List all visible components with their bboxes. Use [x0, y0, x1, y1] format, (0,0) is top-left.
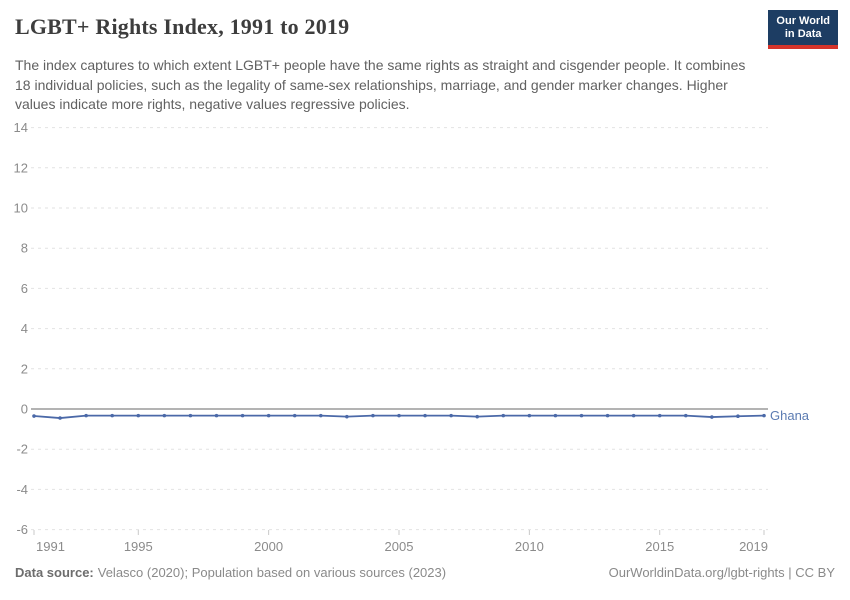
data-source-text: Velasco (2020); Population based on vari…	[97, 565, 447, 580]
data-point[interactable]	[449, 413, 453, 418]
data-point[interactable]	[762, 413, 766, 418]
y-axis-tick-label: 4	[21, 321, 28, 336]
x-axis-tick-label: 2000	[254, 539, 283, 554]
y-axis-tick-label: 14	[14, 120, 28, 135]
data-point[interactable]	[423, 413, 427, 418]
data-point[interactable]	[110, 413, 115, 418]
data-point[interactable]	[475, 414, 480, 419]
data-point[interactable]	[266, 413, 271, 418]
data-point[interactable]	[371, 413, 375, 418]
y-axis-tick-label: 12	[14, 160, 28, 175]
data-point[interactable]	[605, 413, 610, 418]
owid-logo-line2: in Data	[784, 28, 822, 40]
y-axis-tick-label: 10	[14, 201, 28, 216]
footer-license-link[interactable]: OurWorldinData.org/lgbt-rights | CC BY	[608, 565, 835, 580]
y-axis-tick-label: 2	[21, 361, 28, 376]
data-point[interactable]	[136, 413, 141, 418]
data-point[interactable]	[631, 413, 636, 418]
chart-footer: Data source: Velasco (2020); Population b…	[15, 565, 835, 580]
owid-logo-line1: Our World	[776, 15, 830, 27]
y-axis-tick-label: 0	[21, 402, 28, 417]
x-axis-tick-label: 2010	[515, 539, 544, 554]
data-point[interactable]	[318, 413, 323, 418]
data-point[interactable]	[162, 413, 167, 418]
data-point[interactable]	[657, 413, 662, 418]
x-axis-tick-label: 1995	[124, 539, 153, 554]
y-axis-tick-label: 8	[21, 241, 28, 256]
data-point[interactable]	[84, 413, 88, 418]
data-source: Data source: Velasco (2020); Population b…	[15, 565, 446, 580]
data-point[interactable]	[579, 413, 584, 418]
data-point[interactable]	[292, 413, 297, 418]
data-point[interactable]	[501, 413, 506, 418]
data-point[interactable]	[736, 414, 740, 419]
data-point[interactable]	[214, 413, 219, 418]
y-axis-tick-label: -2	[16, 442, 28, 457]
data-point[interactable]	[240, 413, 245, 418]
data-point[interactable]	[32, 414, 36, 418]
data-point[interactable]	[397, 413, 401, 418]
x-axis-tick-label: 2019	[739, 539, 768, 554]
x-axis-tick-label: 1991	[36, 539, 65, 554]
x-axis-tick-label: 2005	[385, 539, 414, 554]
data-point[interactable]	[58, 416, 62, 420]
y-axis-tick-label: -6	[16, 522, 28, 537]
data-source-label: Data source:	[15, 565, 94, 580]
chart-subtitle: The index captures to which extent LGBT+…	[15, 57, 746, 113]
y-axis-tick-label: 6	[21, 281, 28, 296]
page-title: LGBT+ Rights Index, 1991 to 2019	[15, 14, 350, 39]
y-axis-tick-label: -4	[16, 482, 28, 497]
x-axis-tick-label: 2015	[645, 539, 674, 554]
series-label[interactable]: Ghana	[770, 408, 810, 423]
data-point[interactable]	[345, 414, 349, 419]
owid-logo[interactable]: Our World in Data	[768, 10, 838, 49]
data-point[interactable]	[527, 413, 532, 418]
data-point[interactable]	[553, 413, 558, 418]
data-point[interactable]	[188, 413, 193, 418]
data-point[interactable]	[710, 415, 714, 419]
data-point[interactable]	[683, 413, 688, 418]
